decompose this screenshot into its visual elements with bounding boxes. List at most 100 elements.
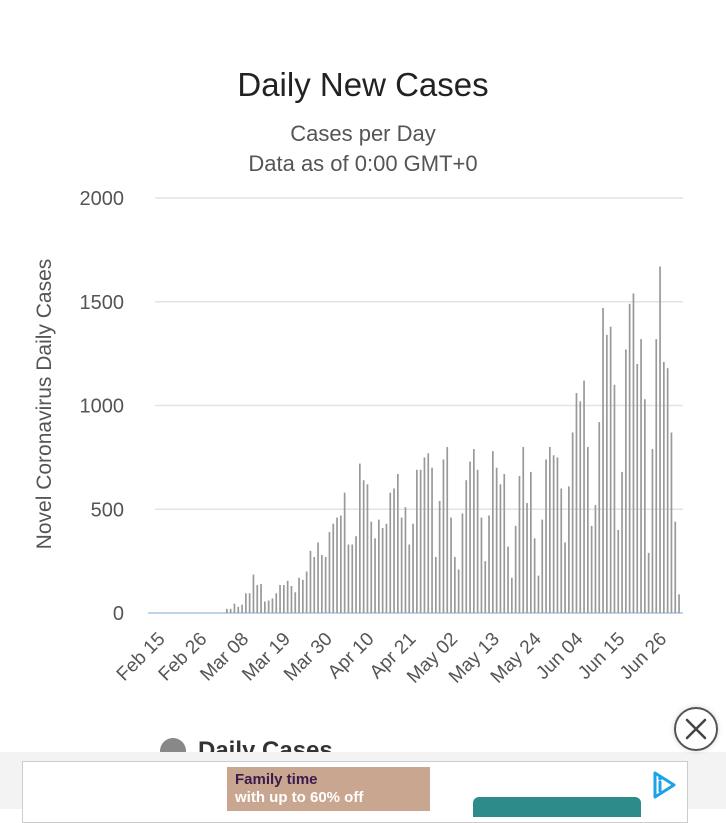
bar (583, 380, 585, 613)
bar (321, 554, 323, 613)
bar (495, 467, 498, 613)
bar (313, 556, 316, 613)
bar (359, 463, 361, 613)
y-tick-label: 1500 (80, 292, 125, 314)
bar (484, 561, 487, 613)
bar (575, 393, 578, 613)
bar (526, 503, 528, 613)
bar (537, 575, 540, 613)
bar (545, 459, 547, 613)
bar (450, 517, 452, 613)
bar (632, 293, 635, 613)
bar (476, 469, 479, 613)
bar (465, 480, 468, 613)
subtitle-line-2: Data as of 0:00 GMT+0 (248, 151, 478, 176)
bar (552, 455, 555, 613)
bar (663, 361, 665, 613)
bar (598, 422, 601, 613)
bar (351, 544, 354, 613)
bar (374, 538, 376, 613)
ad-choices-icon[interactable] (648, 770, 678, 805)
y-tick-label: 1000 (80, 396, 125, 418)
bar (340, 515, 342, 613)
bar (568, 486, 570, 613)
bar (260, 583, 262, 613)
bar (294, 592, 297, 613)
bar (522, 447, 525, 613)
bar (328, 532, 331, 613)
bar (385, 523, 388, 613)
ad-image[interactable]: Family time with up to 60% off (227, 767, 430, 811)
bar (541, 519, 544, 613)
bar (245, 593, 247, 613)
bar (674, 521, 677, 613)
bar (617, 530, 620, 613)
bar (655, 339, 658, 613)
bar (473, 449, 475, 613)
bar (252, 574, 255, 613)
bar (309, 550, 312, 613)
close-ad-button[interactable] (674, 707, 718, 751)
bar (427, 453, 430, 613)
bar (404, 507, 407, 613)
bar (647, 552, 650, 613)
bar (279, 584, 281, 613)
bar (431, 467, 433, 613)
bar (651, 449, 654, 613)
ad-line-2: with up to 60% off (235, 789, 364, 806)
bar (579, 401, 582, 613)
bar (256, 584, 259, 613)
chart-subtitle: Cases per Day Data as of 0:00 GMT+0 (0, 119, 726, 179)
bar (435, 556, 437, 613)
bar (602, 307, 604, 613)
bar (518, 476, 521, 613)
ad-line-1: Family time (235, 771, 318, 788)
bar (457, 569, 460, 613)
bar (408, 544, 411, 613)
bar (628, 303, 631, 613)
bar (469, 461, 471, 613)
y-tick-label: 0 (113, 603, 124, 625)
bar (400, 517, 403, 613)
bar (226, 608, 228, 613)
chart-title: Daily New Cases (237, 66, 489, 103)
bar (442, 459, 445, 613)
bar (659, 266, 661, 613)
bar (416, 469, 418, 613)
bar (264, 601, 266, 613)
bar (678, 594, 680, 613)
bar (503, 473, 506, 613)
bar (362, 480, 365, 613)
bar (590, 525, 593, 613)
bar (488, 515, 490, 613)
bar (507, 546, 509, 613)
bar (378, 519, 380, 613)
bar (636, 364, 639, 613)
bar (366, 484, 369, 613)
y-tick-label: 2000 (80, 188, 125, 210)
bar (438, 500, 441, 613)
bar (347, 544, 350, 613)
bar (302, 579, 304, 613)
bar (613, 384, 616, 613)
bar (305, 571, 308, 613)
bar (556, 457, 559, 613)
bar (594, 505, 597, 613)
bar (290, 586, 293, 613)
bar (355, 536, 357, 613)
bar (324, 556, 327, 613)
bar (514, 525, 517, 613)
bar (241, 604, 243, 613)
bar (461, 513, 464, 613)
bar (267, 600, 270, 613)
bar (397, 473, 399, 613)
close-icon (685, 718, 707, 740)
bar (237, 606, 240, 613)
bar (499, 484, 502, 613)
bar (480, 517, 483, 613)
x-tick-label: Apr 10 (324, 629, 378, 683)
ad-cta-button[interactable] (473, 797, 641, 817)
bar (317, 542, 319, 613)
bar (393, 488, 395, 613)
bar (271, 598, 274, 613)
